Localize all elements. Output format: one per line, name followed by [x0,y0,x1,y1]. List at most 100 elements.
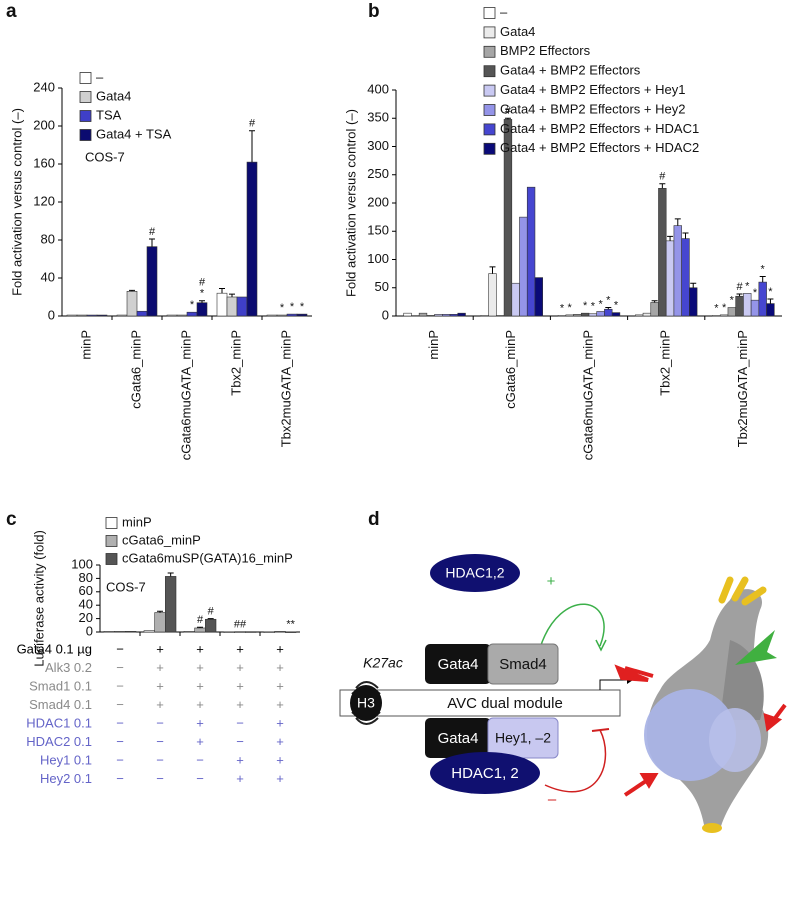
bar [276,314,288,317]
significance-marker: * [583,300,588,312]
y-tick-label: 50 [375,279,389,294]
gata4-box [425,644,491,684]
y-tick-label: 120 [33,193,55,208]
condition-cell: + [276,734,284,749]
bar [719,314,729,317]
error-bar [674,218,681,226]
condition-cell: − [116,771,124,786]
legend-label: Gata4 + BMP2 Effectors + Hey2 [500,101,685,116]
y-axis-title: Fold activation versus control (–) [343,109,358,297]
significance-marker: # [199,277,206,289]
x-tick-label: cGata6muGATA_minP [580,330,595,460]
bar [604,308,613,317]
y-tick-label: 160 [33,155,55,170]
legend-swatch [483,26,496,39]
y-tick-label: 200 [367,194,389,209]
bar [488,273,497,317]
legend-label: Gata4 + BMP2 Effectors + HDAC1 [500,121,699,136]
error-bar [759,275,766,283]
condition-cell: − [116,678,124,693]
bar [534,277,543,317]
y-tick-label: 0 [382,307,389,322]
condition-label: Gata4 0.1 µg [17,641,92,656]
condition-cell: + [236,660,244,675]
error-bar [605,307,612,310]
bar [673,225,682,317]
legend-swatch [483,123,496,136]
condition-cell: − [196,752,204,767]
legend-label: Gata4 + BMP2 Effectors [500,63,641,78]
condition-cell: + [276,678,284,693]
bar [146,246,158,317]
condition-label: Hey2 0.1 [40,771,92,786]
y-tick-label: 100 [367,251,389,266]
condition-cell: − [116,734,124,749]
condition-cell: + [156,697,164,712]
bar [596,311,605,317]
significance-marker: ** [286,619,295,631]
bar [126,290,138,317]
condition-cell: − [156,715,164,730]
legend-label: Gata4 + BMP2 Effectors + Hey1 [500,82,685,97]
legend-swatch [483,142,496,155]
condition-cell: + [156,660,164,675]
bar [426,315,435,317]
y-tick-label: 250 [367,166,389,181]
repression: – [548,791,557,808]
k27ac: K27ac [363,655,403,671]
bar [480,315,489,317]
y-tick-label: 350 [367,110,389,125]
error-bar [197,626,203,628]
module-label: AVC dual module [447,695,563,712]
condition-label: Smad4 0.1 [29,697,92,712]
bar [296,313,308,317]
bar [166,314,178,317]
significance-marker: * [300,301,305,313]
activation-arrow [539,603,605,649]
y-tick-label: 150 [367,223,389,238]
condition-cell: + [276,697,284,712]
y-tick-label: 300 [367,138,389,153]
legend-label: – [500,4,508,19]
condition-cell: + [196,641,204,656]
y-tick-label: 80 [41,231,55,246]
significance-marker: * [280,302,285,314]
legend-swatch [79,110,92,122]
significance-marker: # [208,606,215,618]
hdac-bottom [430,752,540,794]
significance-marker: # [659,171,666,183]
significance-marker: * [753,287,758,299]
error-bar [690,282,697,288]
bar [758,281,767,317]
error-bar [489,266,496,274]
bar [526,186,536,317]
x-tick-label: cGata6_minP [503,330,518,409]
diagram: HDAC1,2 + K27ac AVC dual module Gata4 Sm… [339,554,787,833]
legend-swatch [483,104,496,116]
bar [735,295,744,317]
bar [136,310,148,317]
bar [449,314,459,317]
bar [286,313,298,317]
bar [750,299,760,317]
legend-label: cGata6_minP [122,532,201,547]
smad4-box [487,643,559,685]
condition-cell: + [236,697,244,712]
condition-cell: + [276,641,284,656]
condition-cell: − [156,734,164,749]
gata4-label: Gata4 [438,730,479,747]
significance-marker: * [606,294,611,306]
x-tick-label: minP [426,330,441,360]
hdac-label: HDAC1,2 [445,565,504,581]
bar [712,315,721,317]
bar [565,314,574,317]
legend-swatch [79,129,92,141]
bar [274,631,286,633]
condition-cell: + [276,660,284,675]
x-tick-label: Tbx2_minP [228,330,243,396]
y-tick-label: 200 [33,117,55,132]
bar [176,314,188,317]
condition-cell: − [156,771,164,786]
annotation: COS-7 [85,149,125,164]
condition-cell: − [156,752,164,767]
